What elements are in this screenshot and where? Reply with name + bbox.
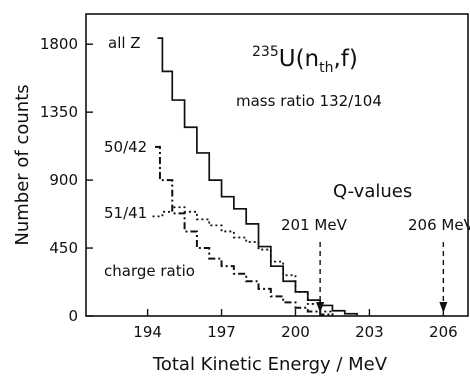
y-tick-label: 1800 <box>40 35 78 53</box>
series-label-50-42: 50/42 <box>104 138 147 156</box>
y-tick-label: 450 <box>49 239 78 257</box>
title-suffix: ,f) <box>334 46 358 72</box>
chart-subtitle: mass ratio 132/104 <box>236 92 382 110</box>
title-subscript: th <box>319 60 333 76</box>
series-label-51-41: 51/41 <box>104 204 147 222</box>
q-value-arrows <box>316 242 448 313</box>
x-axis-title: Total Kinetic Energy / MeV <box>152 354 388 375</box>
x-tick-label: 203 <box>355 323 384 341</box>
title-isotope-mass: 235 <box>252 44 279 60</box>
q-value-arrow-head <box>316 302 325 313</box>
series-line-51-41 <box>152 206 334 316</box>
annotation-201-mev: 201 MeV <box>281 216 348 234</box>
series-line-50-42 <box>155 145 334 316</box>
y-axis-title: Number of counts <box>12 84 33 245</box>
annotation-charge-ratio: charge ratio <box>104 262 195 280</box>
x-tick-label: 206 <box>429 323 458 341</box>
annotation-206-mev: 206 MeV <box>408 216 470 234</box>
title-main: U(n <box>279 46 319 72</box>
y-tick-label: 0 <box>68 307 78 325</box>
series-label-all-z: all Z <box>108 34 141 52</box>
y-tick-label: 1350 <box>40 103 78 121</box>
x-axis-ticks: 194 197 200 203 206 <box>133 309 458 341</box>
chart-title: 235U(nth,f) <box>252 44 358 76</box>
annotation-q-values: Q-values <box>333 181 412 202</box>
series-group <box>152 37 358 316</box>
q-value-arrow-head <box>439 302 448 313</box>
series-line-all-z <box>157 37 358 316</box>
x-tick-label: 200 <box>281 323 310 341</box>
x-tick-label: 197 <box>207 323 236 341</box>
y-tick-label: 900 <box>49 171 78 189</box>
y-axis-ticks: 0 450 900 1350 1800 <box>40 35 93 325</box>
x-tick-label: 194 <box>133 323 162 341</box>
plot-frame <box>85 13 469 317</box>
